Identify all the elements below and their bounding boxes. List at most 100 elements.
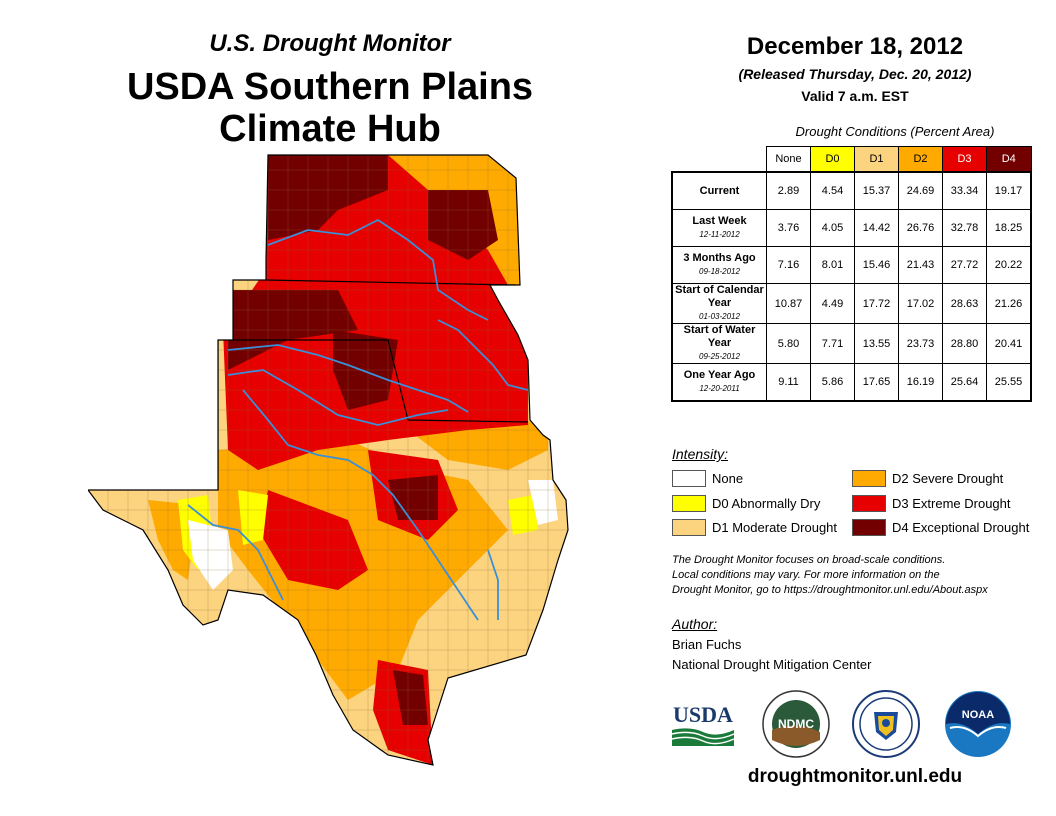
- cell-d0: 5.86: [810, 363, 855, 402]
- ndmc-logo-icon: NDMC: [762, 690, 830, 758]
- cell-d2: 24.69: [898, 171, 943, 210]
- noaa-logo-icon: NOAA: [945, 691, 1011, 757]
- table-row: Start of Calendar Year 01-03-2012 10.87 4…: [671, 283, 1032, 324]
- cell-d1: 13.55: [854, 323, 899, 364]
- map-subtitle: U.S. Drought Monitor: [209, 30, 451, 57]
- cell-d1: 17.72: [854, 283, 899, 324]
- legend-item-d1: D1 Moderate Drought: [672, 519, 837, 536]
- cell-none: 5.80: [766, 323, 811, 364]
- legend-swatch: [672, 519, 706, 536]
- table-row: Start of Water Year 09-25-2012 5.80 7.71 …: [671, 323, 1032, 364]
- cell-d2: 17.02: [898, 283, 943, 324]
- cell-d2: 23.73: [898, 323, 943, 364]
- column-header: D0: [810, 146, 855, 173]
- d4-area-north-texas: [388, 475, 438, 520]
- legend-item-d0: D0 Abnormally Dry: [672, 495, 820, 512]
- legend-item-d2: D2 Severe Drought: [852, 470, 1003, 487]
- cell-d2: 21.43: [898, 246, 943, 284]
- drought-map: [88, 154, 569, 766]
- cell-d3: 28.63: [942, 283, 987, 324]
- table-caption: Drought Conditions (Percent Area): [795, 124, 995, 139]
- disclaimer-note: The Drought Monitor focuses on broad-sca…: [672, 553, 1042, 598]
- legend-label: D3 Extreme Drought: [892, 496, 1011, 511]
- column-header: D3: [942, 146, 987, 173]
- cell-d0: 4.05: [810, 209, 855, 247]
- website-link[interactable]: droughtmonitor.unl.edu: [747, 766, 963, 787]
- cell-d3: 28.80: [942, 323, 987, 364]
- cell-d1: 17.65: [854, 363, 899, 402]
- cell-d2: 26.76: [898, 209, 943, 247]
- legend-label: D1 Moderate Drought: [712, 520, 838, 535]
- table-row: Last Week 12-11-2012 3.76 4.05 14.42 26.7…: [671, 209, 1032, 247]
- cell-d3: 27.72: [942, 246, 987, 284]
- row-label: Start of Calendar Year 01-03-2012: [671, 283, 767, 324]
- usda-logo-text: USDA: [673, 702, 733, 727]
- legend-swatch: [852, 470, 886, 487]
- note-line-1: The Drought Monitor focuses on broad-sca…: [672, 554, 946, 566]
- note-line-3: Drought Monitor, go to https://droughtmo…: [672, 584, 988, 596]
- release-date: (Released Thursday, Dec. 20, 2012): [738, 66, 972, 82]
- cell-d0: 4.49: [810, 283, 855, 324]
- cell-d0: 8.01: [810, 246, 855, 284]
- legend-label: None: [712, 471, 744, 486]
- row-label: Current: [671, 171, 767, 210]
- legend-title: Intensity:: [672, 446, 729, 462]
- legend-swatch: [852, 519, 886, 536]
- d3-area-texas: [258, 490, 368, 590]
- title-line-1: USDA Southern Plains: [126, 66, 534, 108]
- cell-d4: 21.26: [986, 283, 1032, 324]
- cell-d0: 7.71: [810, 323, 855, 364]
- table-row: Current 2.89 4.54 15.37 24.69 33.34 19.1…: [671, 171, 1032, 210]
- cell-none: 10.87: [766, 283, 811, 324]
- legend-swatch: [672, 470, 706, 487]
- legend-item-none: None: [672, 470, 743, 487]
- column-header: None: [766, 146, 811, 173]
- cell-d4: 19.17: [986, 171, 1032, 210]
- row-date: 12-20-2011: [699, 384, 740, 393]
- legend-label: D2 Severe Drought: [892, 471, 1004, 486]
- column-header: D2: [898, 146, 943, 173]
- author-name: Brian Fuchs: [672, 637, 742, 652]
- cell-d1: 14.42: [854, 209, 899, 247]
- row-date: 09-25-2012: [699, 352, 740, 361]
- column-header: D1: [854, 146, 899, 173]
- report-date: December 18, 2012: [746, 33, 964, 60]
- none-area-west-texas: [188, 520, 233, 590]
- map-title: USDA Southern Plains Climate Hub: [80, 66, 580, 150]
- author-organization: National Drought Mitigation Center: [672, 657, 872, 672]
- table-row: 3 Months Ago 09-18-2012 7.16 8.01 15.46 2…: [671, 246, 1032, 284]
- valid-time: Valid 7 a.m. EST: [801, 88, 909, 104]
- cell-none: 3.76: [766, 209, 811, 247]
- cell-d1: 15.37: [854, 171, 899, 210]
- legend-label: D0 Abnormally Dry: [712, 496, 821, 511]
- region-outline: [88, 154, 569, 766]
- ndmc-logo-text: NDMC: [778, 717, 814, 731]
- drought-conditions-table: None D0 D1 D2 D3 D4 Current 2.89 4.54 15…: [671, 146, 1032, 402]
- d0-area-texas: [238, 490, 268, 545]
- table-header-row: None D0 D1 D2 D3 D4: [672, 146, 1032, 173]
- cell-d3: 25.64: [942, 363, 987, 402]
- cell-d4: 20.41: [986, 323, 1032, 364]
- cell-none: 2.89: [766, 171, 811, 210]
- row-label: Start of Water Year 09-25-2012: [671, 323, 767, 364]
- d0-area-east-texas: [508, 495, 538, 535]
- usda-logo-icon: USDA: [671, 702, 735, 746]
- cell-d1: 15.46: [854, 246, 899, 284]
- table-corner: [672, 147, 767, 173]
- row-label: 3 Months Ago 09-18-2012: [671, 246, 767, 284]
- title-line-2: Climate Hub: [219, 108, 441, 150]
- row-date: 01-03-2012: [699, 312, 740, 321]
- cell-d3: 33.34: [942, 171, 987, 210]
- row-label: Last Week 12-11-2012: [671, 209, 767, 247]
- legend-item-d4: D4 Exceptional Drought: [852, 519, 1029, 536]
- row-date: 09-18-2012: [699, 267, 740, 276]
- column-header: D4: [986, 146, 1032, 173]
- commerce-seal-icon: [852, 690, 920, 758]
- rivers: [187, 218, 529, 621]
- table-row: One Year Ago 12-20-2011 9.11 5.86 17.65 1…: [671, 363, 1032, 402]
- legend-swatch: [672, 495, 706, 512]
- legend-swatch: [852, 495, 886, 512]
- d4-area-south-texas: [393, 670, 428, 725]
- legend-label: D4 Exceptional Drought: [892, 520, 1030, 535]
- d4-area-kansas-east: [428, 190, 498, 260]
